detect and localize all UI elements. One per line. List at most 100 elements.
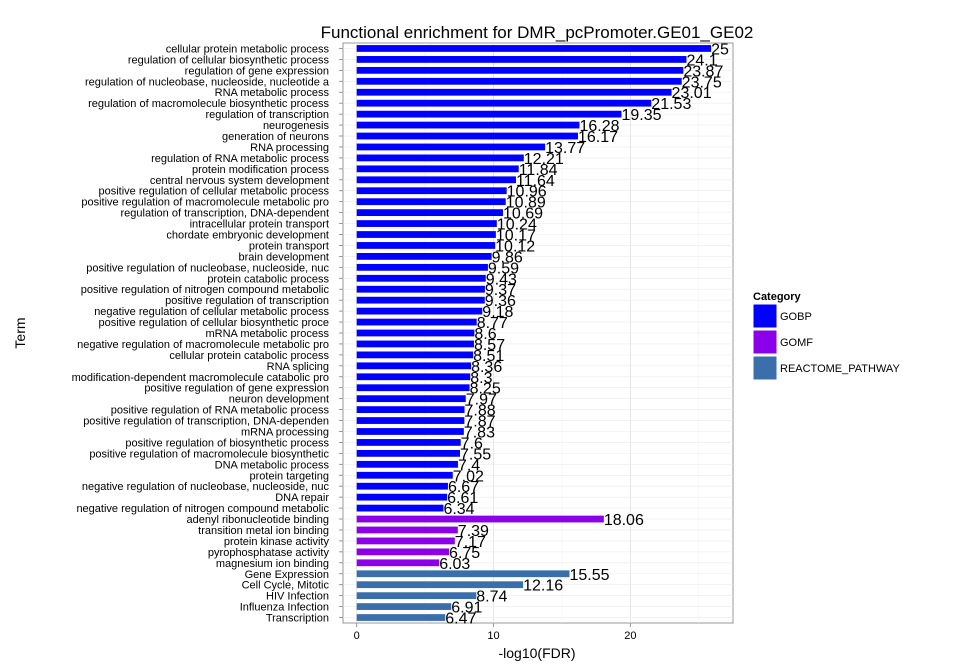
bar-value-label: 7.4 — [458, 457, 480, 474]
bar — [356, 143, 546, 151]
bar — [356, 110, 622, 118]
bar-value-label: 7.88 — [465, 403, 496, 420]
y-tick-label: protein kinase activity — [224, 536, 330, 548]
bar — [356, 165, 519, 173]
bar — [356, 384, 470, 392]
bar-value-label: 23.01 — [672, 85, 712, 102]
bar-value-label: 7.83 — [464, 424, 495, 441]
bar — [356, 362, 472, 370]
y-tick-label: Transcription — [266, 613, 329, 625]
bar-value-label: 7.97 — [466, 392, 497, 409]
bar — [356, 318, 477, 326]
bar-value-label: 12.16 — [523, 578, 563, 595]
bar — [356, 220, 497, 227]
y-tick-label: protein catabolic process — [207, 273, 329, 285]
bar — [356, 285, 485, 293]
bar-value-label: 24.1 — [686, 52, 717, 69]
bar — [356, 263, 488, 271]
y-tick-label: RNA metabolic process — [215, 87, 330, 99]
y-tick-label: RNA splicing — [267, 361, 329, 373]
bar-value-label: 9.36 — [485, 293, 516, 310]
y-tick-label: mRNA metabolic process — [206, 328, 330, 340]
y-tick-label: regulation of macromolecule biosynthetic… — [88, 98, 329, 110]
bar — [356, 296, 485, 304]
y-tick-label: HIV Infection — [266, 591, 329, 603]
y-tick-label: positive regulation of transcription — [165, 295, 329, 307]
bar — [356, 242, 496, 249]
y-tick-label: positive regulation of cellular biosynth… — [98, 317, 329, 329]
y-tick-label: magnesium ion binding — [216, 558, 329, 570]
y-axis-tick-labels: cellular protein metabolic processregula… — [72, 43, 343, 625]
y-tick-label: protein targeting — [250, 470, 330, 482]
bar — [356, 406, 465, 413]
x-tick-label: 0 — [354, 630, 360, 642]
legend-label: REACTOME_PATHWAY — [780, 363, 900, 375]
bar-value-label: 6.91 — [451, 600, 482, 617]
bar — [356, 132, 578, 140]
bar — [356, 417, 465, 424]
y-tick-label: positive regulation of RNA metabolic pro… — [111, 405, 330, 417]
bar-value-label: 8.57 — [474, 337, 505, 354]
bar — [356, 231, 496, 238]
bar — [356, 493, 448, 501]
bar-value-label: 6.75 — [449, 545, 480, 562]
bar — [356, 154, 524, 162]
y-tick-label: Influenza Infection — [240, 602, 329, 614]
y-tick-label: Cell Cycle, Mitotic — [242, 580, 330, 592]
bar-value-label: 7.87 — [464, 414, 495, 431]
bar-value-label: 9.86 — [492, 249, 523, 266]
legend-title: Category — [753, 291, 802, 303]
bar-value-label: 7.17 — [455, 534, 486, 551]
y-tick-label: cellular protein catabolic process — [169, 350, 329, 362]
bar-value-label: 10.69 — [503, 206, 543, 223]
bar — [356, 340, 474, 348]
y-tick-label: negative regulation of nucleobase, nucle… — [82, 481, 330, 493]
chart-title: Functional enrichment for DMR_pcPromoter… — [321, 23, 754, 42]
y-tick-label: neuron development — [229, 394, 329, 406]
y-tick-label: regulation of gene expression — [185, 65, 329, 77]
bar-value-label: 7.6 — [461, 435, 483, 452]
y-tick-label: regulation of RNA metabolic process — [151, 153, 329, 165]
y-tick-label: negative regulation of nitrogen compound… — [76, 503, 329, 515]
x-tick-label: 10 — [487, 630, 499, 642]
bar-value-label: 6.67 — [448, 479, 479, 496]
y-tick-label: adenyl ribonucleotide binding — [187, 514, 330, 526]
bar-value-label: 10.89 — [506, 195, 546, 212]
y-tick-label: positive regulation of macromolecule bio… — [89, 448, 329, 460]
bar — [356, 274, 486, 282]
bar — [356, 66, 684, 74]
bar-value-label: 8.6 — [474, 326, 496, 343]
bar — [356, 570, 570, 578]
bar — [356, 449, 460, 457]
y-tick-label: positive regulation of gene expression — [144, 383, 329, 395]
bar — [356, 559, 440, 567]
bar-value-label: 16.17 — [578, 129, 618, 146]
bar-value-label: 9.18 — [482, 304, 513, 321]
y-axis-title: Term — [12, 317, 28, 348]
bar-value-label: 13.77 — [545, 140, 585, 157]
x-axis-title: -log10(FDR) — [498, 645, 575, 661]
y-tick-label: negative regulation of cellular metaboli… — [94, 306, 329, 318]
bar-value-label: 15.55 — [569, 567, 609, 584]
bar — [356, 307, 483, 315]
y-tick-label: transition metal ion binding — [198, 525, 329, 537]
bar — [356, 198, 506, 206]
bar — [356, 439, 461, 446]
y-tick-label: RNA processing — [250, 142, 329, 154]
bar-value-label: 6.03 — [439, 556, 470, 573]
bar-value-label: 8.77 — [477, 315, 508, 332]
bar — [356, 77, 682, 85]
bar — [356, 592, 477, 600]
bar-value-label: 7.55 — [460, 446, 491, 463]
y-tick-label: neurogenesis — [263, 120, 330, 132]
bar-value-label: 11.84 — [519, 162, 558, 179]
bar-value-label: 18.06 — [604, 512, 644, 529]
bar — [356, 329, 475, 337]
y-tick-label: modification-dependent macromolecule cat… — [72, 372, 329, 384]
legend-label: GOBP — [780, 311, 812, 323]
y-tick-label: brain development — [238, 251, 329, 263]
bar-value-label: 12.21 — [524, 151, 564, 168]
bar — [356, 395, 466, 403]
bar-value-label: 10.24 — [497, 217, 537, 234]
